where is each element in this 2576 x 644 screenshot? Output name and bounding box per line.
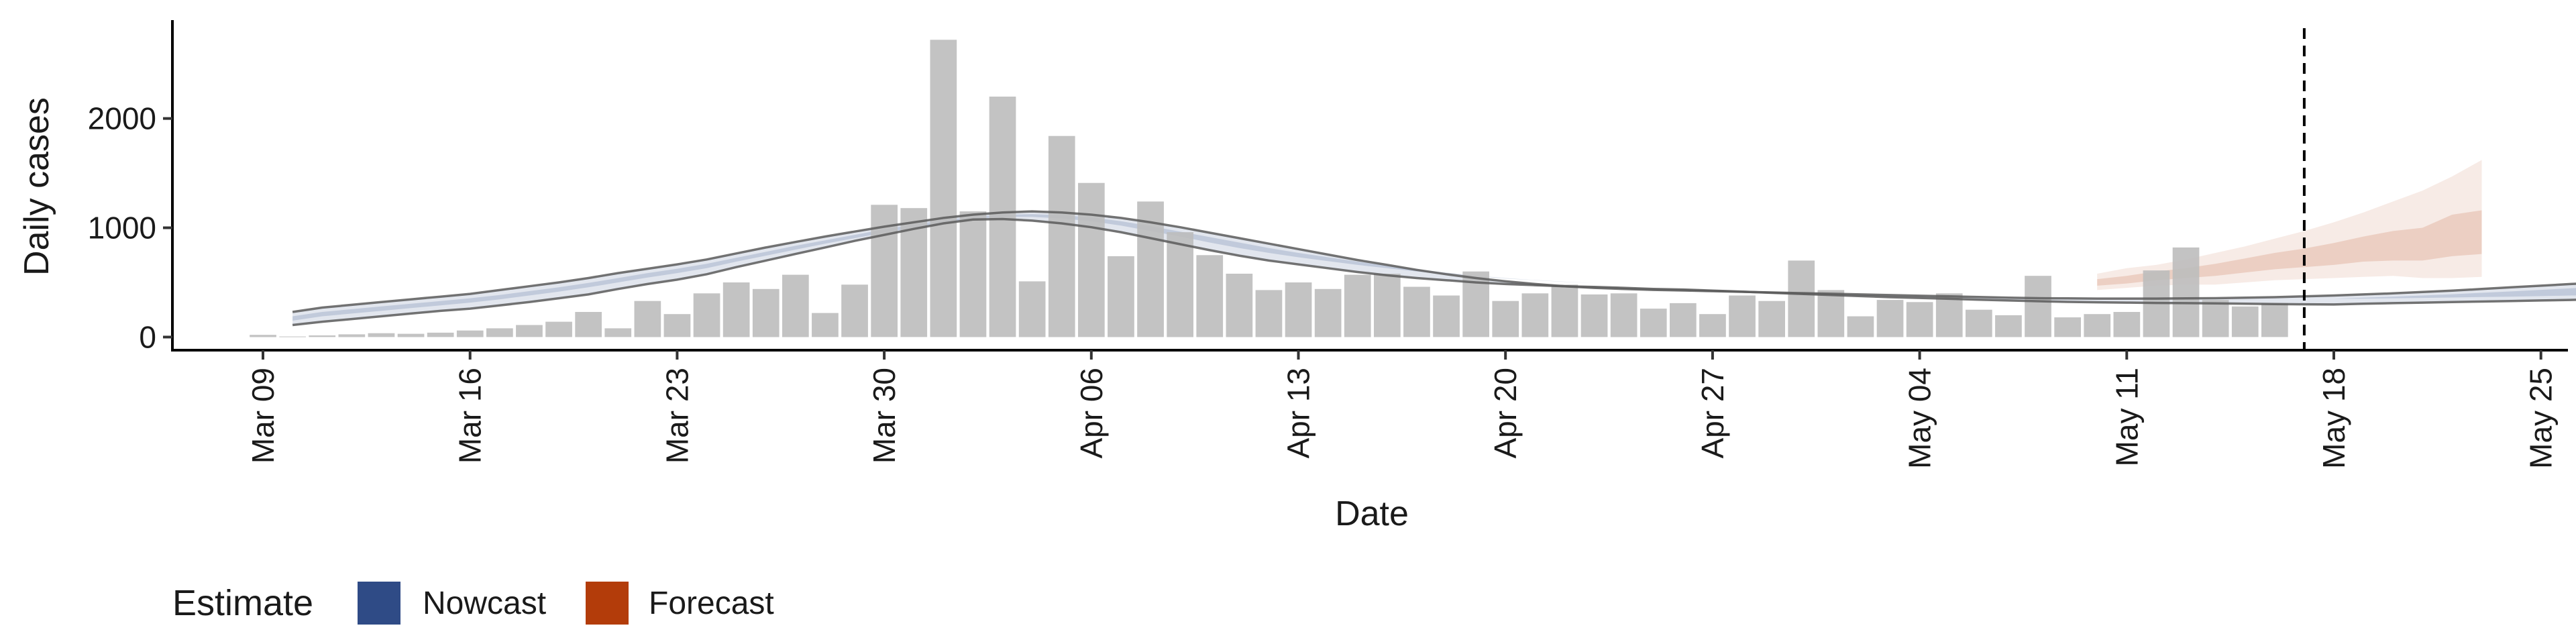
bar [663, 314, 691, 337]
bar [604, 328, 632, 337]
bar [1048, 136, 1075, 337]
nowcast-upper-line [292, 210, 2576, 313]
daily-case-bars [250, 40, 2288, 337]
bar [1492, 301, 1519, 337]
legend-label-nowcast: Nowcast [423, 586, 546, 621]
bar [841, 284, 868, 337]
bar [309, 335, 336, 337]
bar [2054, 317, 2081, 337]
x-axis-ticks: Mar 09 Mar 16 Mar 23 Mar 30 Apr 06 Apr 13 Apr … [246, 350, 2559, 469]
x-tick-label: Mar 30 [867, 368, 902, 464]
y-tick-label: 2000 [88, 101, 156, 136]
bar [1344, 274, 1371, 337]
bar [2202, 300, 2229, 337]
bar [1196, 255, 1224, 337]
forecast-inner-band [2097, 210, 2482, 286]
nowcast-lower-line [292, 217, 2576, 327]
x-tick-label: Apr 06 [1074, 368, 1109, 459]
nowcast-lines [292, 210, 2576, 327]
bar [1847, 316, 1874, 337]
x-tick-label: May 11 [2109, 368, 2144, 466]
bar [1580, 294, 1608, 337]
bar [2113, 312, 2141, 337]
bar [2261, 303, 2288, 337]
bar [2172, 247, 2200, 337]
bar [722, 282, 750, 337]
x-tick-label: May 18 [2316, 368, 2351, 469]
bar [1403, 286, 1430, 337]
bar [2084, 314, 2111, 337]
bar [1521, 293, 1549, 337]
bar [1374, 274, 1401, 337]
bar [1610, 293, 1638, 337]
bar [959, 211, 987, 337]
bar [1906, 302, 1933, 337]
bar [1167, 232, 1193, 337]
x-tick-label: May 25 [2524, 368, 2559, 469]
x-tick-label: Mar 09 [246, 368, 280, 464]
legend-title: Estimate [172, 583, 313, 623]
bar [1758, 301, 1785, 337]
x-tick-label: Mar 23 [659, 368, 694, 464]
bar [2231, 306, 2259, 337]
bar [427, 332, 454, 337]
x-axis-title: Date [1335, 494, 1409, 533]
bar [1699, 314, 1726, 337]
bar [1935, 293, 1963, 337]
x-tick-label: Mar 16 [453, 368, 488, 464]
x-tick-label: Apr 20 [1488, 368, 1523, 459]
bar [575, 312, 602, 337]
bar [1966, 309, 1992, 337]
bar [1817, 290, 1845, 337]
bar [486, 328, 513, 337]
bar [1078, 182, 1105, 337]
bar [1226, 274, 1253, 337]
y-axis-title: Daily cases [17, 97, 56, 276]
bar [752, 288, 780, 337]
bar [338, 334, 366, 337]
bar [782, 274, 809, 337]
y-tick-label: 0 [139, 319, 156, 354]
bar [989, 97, 1016, 337]
y-tick-label: 1000 [88, 211, 156, 246]
bar [1255, 290, 1283, 337]
estimate-bands [292, 160, 2576, 325]
bar [1995, 315, 2022, 337]
bar [1551, 284, 1578, 337]
bar [250, 335, 276, 337]
bar [1108, 256, 1134, 337]
x-tick-label: May 04 [1902, 368, 1937, 469]
x-tick-label: Apr 27 [1695, 368, 1730, 459]
y-axis-ticks: 0 1000 2000 [88, 101, 172, 354]
legend: Estimate Nowcast Forecast [172, 582, 774, 625]
bar [693, 293, 720, 337]
bar [397, 333, 425, 337]
bar [1729, 295, 1756, 337]
legend-swatch-forecast [586, 582, 629, 625]
bar [456, 330, 484, 337]
forecast-outer-band [2097, 160, 2482, 290]
bar [1670, 303, 1697, 337]
bar [516, 325, 543, 337]
bar [634, 301, 661, 337]
bar [1433, 295, 1460, 337]
bar [1314, 288, 1342, 337]
bar [545, 321, 572, 337]
bar [1285, 282, 1312, 337]
bar [1640, 309, 1667, 337]
bar [1018, 281, 1046, 337]
bar [1788, 260, 1815, 337]
bar [812, 313, 839, 337]
legend-label-forecast: Forecast [649, 586, 774, 621]
bar [368, 333, 395, 337]
x-tick-label: Apr 13 [1281, 368, 1316, 459]
bar [930, 40, 957, 337]
bar [1876, 300, 1904, 337]
bar [2025, 276, 2051, 337]
legend-swatch-nowcast [358, 582, 400, 625]
